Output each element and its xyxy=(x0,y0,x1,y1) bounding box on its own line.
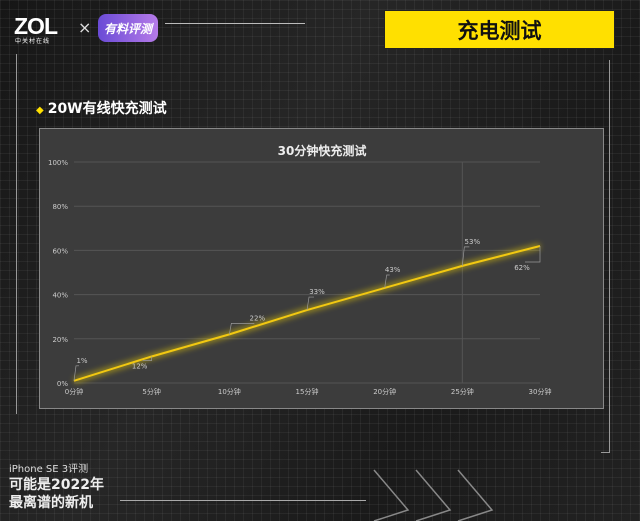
headline-line-1: 可能是2022年 xyxy=(9,477,104,493)
headline-line-2: 最离谱的新机 xyxy=(9,495,93,511)
x-tick-label: 5分钟 xyxy=(142,387,160,396)
chart-title: 30分钟快充测试 xyxy=(278,143,367,158)
x-tick-label: 0分钟 xyxy=(65,387,83,396)
chevron-right-icon xyxy=(373,469,410,521)
section-title: ◆ 20W有线快充测试 xyxy=(36,98,167,118)
chevron-right-icon xyxy=(415,469,452,521)
divider xyxy=(120,500,366,501)
x-tick-label: 25分钟 xyxy=(451,387,474,396)
data-label: 12% xyxy=(132,362,148,370)
x-tick-label: 10分钟 xyxy=(218,387,241,396)
data-label-leader xyxy=(142,356,153,361)
data-label: 33% xyxy=(309,288,325,296)
x-tick-label: 20分钟 xyxy=(373,387,396,396)
zol-logo-subtitle: 中关村在线 xyxy=(15,38,51,45)
footer-subtitle: iPhone SE 3评测 xyxy=(9,464,89,475)
data-label-leader xyxy=(306,296,314,311)
y-tick-label: 0% xyxy=(57,380,68,388)
data-label: 62% xyxy=(514,264,530,272)
data-label: 22% xyxy=(250,314,266,322)
page-title: 充电测试 xyxy=(384,10,615,49)
x-tick-label: 15分钟 xyxy=(296,387,319,396)
cross-mark: × xyxy=(78,18,92,37)
y-tick-label: 100% xyxy=(48,159,68,167)
frame-line xyxy=(16,54,17,414)
frame-line xyxy=(601,452,610,453)
data-label-leader xyxy=(73,365,79,381)
line-chart: 30分钟快充测试 0% 20% 40% 60% 80% 100% 0分钟 5分钟 10分钟 15分… xyxy=(48,143,552,396)
x-tick-label: 30分钟 xyxy=(529,387,552,396)
y-tick-label: 80% xyxy=(52,203,68,211)
data-label: 43% xyxy=(385,266,401,274)
y-tick-label: 60% xyxy=(52,247,68,255)
data-label-leader xyxy=(461,246,470,266)
diamond-bullet-icon: ◆ xyxy=(36,105,44,116)
partner-logo: 有料评测 xyxy=(98,14,158,42)
zol-logo: ZOL xyxy=(14,13,58,39)
data-label-leader xyxy=(384,274,390,289)
frame-line xyxy=(609,60,610,452)
chevron-right-icon xyxy=(457,469,494,521)
footer-headline: 可能是2022年 最离谱的新机 xyxy=(9,476,104,512)
chart-panel: 30分钟快充测试 0% 20% 40% 60% 80% 100% 0分钟 5分钟 10分钟 15分… xyxy=(39,128,604,409)
divider xyxy=(165,23,305,24)
chevrons-decoration xyxy=(373,469,494,521)
data-label: 1% xyxy=(76,357,87,365)
y-tick-label: 20% xyxy=(52,336,68,344)
data-label-leader xyxy=(525,245,541,263)
y-tick-label: 40% xyxy=(52,292,68,300)
data-label-leader xyxy=(228,323,255,335)
data-label: 53% xyxy=(465,238,481,246)
section-title-text: 20W有线快充测试 xyxy=(47,101,167,117)
